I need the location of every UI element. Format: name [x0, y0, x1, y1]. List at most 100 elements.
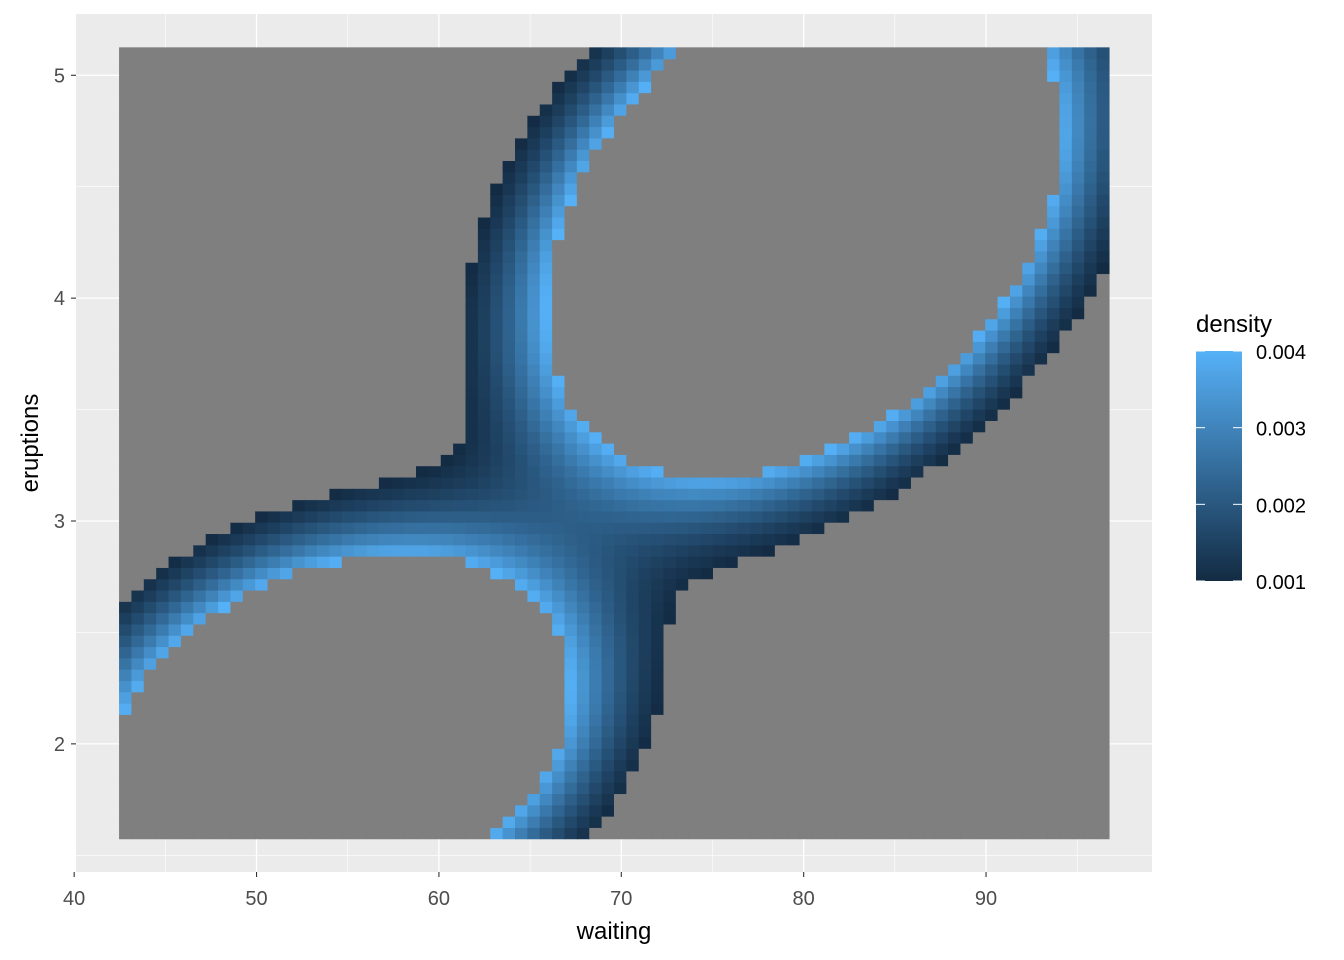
- raster-tile: [651, 194, 665, 207]
- raster-tile: [329, 58, 343, 71]
- raster-tile: [267, 454, 281, 467]
- raster-tile: [576, 183, 590, 195]
- raster-tile: [836, 149, 850, 161]
- raster-tile: [651, 262, 665, 275]
- raster-tile: [774, 488, 788, 501]
- raster-tile: [712, 748, 726, 761]
- raster-tile: [972, 375, 986, 388]
- raster-tile: [242, 454, 256, 467]
- raster-tile: [861, 250, 875, 263]
- raster-tile: [477, 725, 491, 738]
- raster-tile: [490, 827, 504, 840]
- raster-tile: [886, 318, 900, 331]
- raster-tile: [502, 69, 516, 82]
- raster-tile: [688, 816, 702, 828]
- raster-tile: [304, 657, 318, 670]
- raster-tile: [774, 782, 788, 795]
- raster-tile: [527, 782, 541, 795]
- raster-tile: [811, 488, 825, 501]
- raster-tile: [688, 386, 702, 399]
- raster-tile: [725, 81, 739, 94]
- raster-tile: [886, 476, 900, 489]
- raster-tile: [849, 341, 863, 354]
- raster-tile: [886, 669, 900, 681]
- raster-tile: [725, 239, 739, 252]
- raster-tile: [935, 748, 949, 761]
- raster-tile: [836, 669, 850, 681]
- raster-tile: [923, 567, 937, 580]
- raster-tile: [156, 318, 170, 331]
- raster-tile: [428, 284, 442, 297]
- raster-tile: [811, 137, 825, 150]
- raster-tile: [490, 69, 504, 82]
- raster-tile: [477, 499, 491, 512]
- raster-tile: [329, 431, 343, 444]
- raster-tile: [811, 149, 825, 161]
- raster-tile: [898, 69, 912, 82]
- raster-tile: [230, 363, 244, 376]
- raster-tile: [576, 544, 590, 557]
- raster-tile: [700, 352, 714, 365]
- raster-tile: [193, 352, 207, 365]
- raster-tile: [638, 58, 652, 71]
- raster-tile: [861, 770, 875, 783]
- raster-tile: [453, 770, 467, 783]
- raster-tile: [267, 296, 281, 308]
- raster-tile: [453, 375, 467, 388]
- raster-tile: [143, 657, 157, 670]
- raster-tile: [700, 465, 714, 478]
- raster-tile: [453, 567, 467, 580]
- raster-tile: [861, 284, 875, 297]
- raster-tile: [836, 635, 850, 648]
- raster-tile: [465, 465, 479, 478]
- raster-tile: [712, 804, 726, 817]
- raster-tile: [762, 431, 776, 444]
- raster-tile: [910, 296, 924, 308]
- raster-tile: [428, 115, 442, 128]
- raster-tile: [391, 691, 405, 704]
- raster-tile: [477, 646, 491, 659]
- raster-tile: [601, 239, 615, 252]
- raster-tile: [712, 420, 726, 433]
- raster-tile: [638, 488, 652, 501]
- raster-tile: [787, 714, 801, 727]
- raster-tile: [576, 375, 590, 388]
- raster-tile: [948, 69, 962, 82]
- raster-tile: [886, 137, 900, 150]
- raster-tile: [824, 250, 838, 263]
- raster-tile: [428, 137, 442, 150]
- raster-tile: [403, 352, 417, 365]
- raster-tile: [626, 759, 640, 772]
- raster-tile: [354, 522, 368, 535]
- raster-tile: [663, 420, 677, 433]
- raster-tile: [255, 47, 269, 60]
- raster-tile: [972, 92, 986, 105]
- raster-tile: [935, 533, 949, 546]
- raster-tile: [824, 454, 838, 467]
- raster-tile: [576, 488, 590, 501]
- raster-tile: [440, 205, 454, 218]
- raster-tile: [972, 69, 986, 82]
- raster-tiles: [119, 47, 1110, 840]
- raster-tile: [564, 228, 578, 241]
- raster-tile: [589, 556, 603, 568]
- raster-tile: [861, 69, 875, 82]
- raster-tile: [527, 47, 541, 60]
- raster-tile: [576, 352, 590, 365]
- raster-tile: [490, 623, 504, 636]
- raster-tile: [700, 126, 714, 139]
- raster-tile: [539, 454, 553, 467]
- raster-tile: [354, 601, 368, 614]
- raster-tile: [304, 431, 318, 444]
- raster-tile: [935, 714, 949, 727]
- raster-tile: [143, 443, 157, 455]
- raster-tile: [255, 183, 269, 195]
- raster-tile: [849, 443, 863, 455]
- raster-tile: [453, 352, 467, 365]
- raster-tile: [403, 488, 417, 501]
- raster-tile: [638, 635, 652, 648]
- raster-tile: [675, 476, 689, 489]
- raster-tile: [279, 228, 293, 241]
- raster-tile: [725, 397, 739, 410]
- raster-tile: [552, 69, 566, 82]
